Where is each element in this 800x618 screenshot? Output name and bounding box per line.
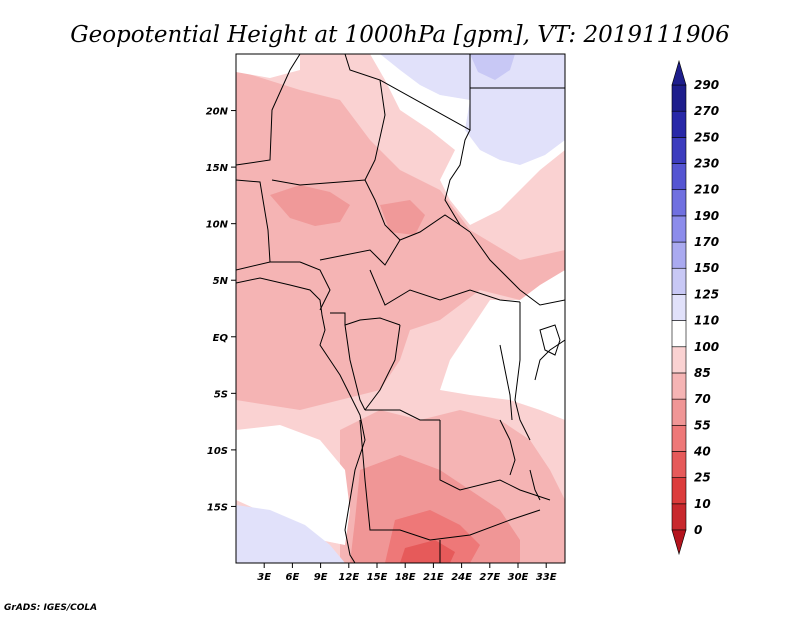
colorbar-label: 150 (694, 261, 719, 275)
colorbar-segment (671, 398, 687, 426)
colorbar-label: 125 (694, 287, 719, 301)
colorbar-label: 290 (694, 78, 719, 92)
credit-label: GrADS: IGES/COLA (4, 603, 98, 613)
chart-title: Geopotential Height at 1000hPa [gpm], VT… (70, 22, 730, 48)
colorbar-label: 170 (694, 235, 719, 249)
lon-tick-label: 12E (338, 572, 359, 583)
colorbar-segment (671, 110, 687, 138)
field-150-170-north (470, 54, 515, 80)
coastlines (236, 277, 561, 563)
lat-tick-label: 10S (207, 446, 228, 457)
colorbar-label: 25 (694, 471, 711, 485)
colorbar-label: 0 (694, 523, 702, 537)
lat-tick-label: 10N (206, 220, 229, 231)
colorbar-segment (671, 267, 687, 295)
colorbar-segment (671, 424, 687, 452)
field-125-150-north (380, 54, 565, 165)
field-125-150-southwest (236, 505, 345, 563)
lon-tick-label: 15E (367, 572, 388, 583)
field-70-85-sahel-east (380, 200, 425, 235)
lat-tick-label: 20N (206, 107, 229, 118)
colorbar-label: 70 (694, 392, 711, 406)
lon-tick-label: 9E (314, 572, 328, 583)
field-110-125-southwest (236, 425, 350, 545)
lon-tick-label: 24E (451, 572, 472, 583)
colorbar-label: 230 (694, 157, 719, 171)
colorbar-segment (671, 503, 687, 531)
colorbar-segment (671, 163, 687, 191)
colorbar-segment (671, 451, 687, 478)
field-40-55-south (400, 540, 455, 563)
lon-tick-label: 3E (257, 572, 271, 583)
field-70-85-sahel (270, 185, 350, 226)
colorbar-label: 100 (694, 340, 719, 354)
colorbar-label: 210 (694, 183, 719, 197)
lat-tick-label: 5N (213, 276, 229, 287)
colorbar-segment (671, 477, 687, 505)
lon-tick-label: 21E (423, 572, 444, 583)
colorbar-label: 40 (693, 444, 711, 458)
colorbar-segment (671, 320, 687, 348)
lon-tick-label: 27E (479, 572, 500, 583)
field-110-125-east (440, 270, 565, 420)
colorbar-bottom-arrow (671, 529, 687, 556)
country-borders (236, 54, 565, 563)
lon-tick-label: 6E (286, 572, 300, 583)
colorbar-segment (671, 372, 687, 400)
colorbar-segment (671, 294, 687, 321)
colorbar-label: 10 (694, 497, 711, 511)
colorbar-segment (671, 241, 687, 269)
colorbar-top-arrow (671, 59, 687, 86)
colorbar-segment (671, 346, 687, 374)
lat-tick-label: EQ (213, 333, 229, 344)
colorbar-label: 110 (694, 314, 719, 328)
colorbar-segment (671, 84, 687, 112)
colorbar-segment (671, 137, 687, 164)
colorbar-label: 250 (694, 130, 719, 144)
longitude-ticks: 3E 6E 9E 12E 15E 18E 21E 24E 27E 30E 33E (257, 563, 557, 583)
colorbar-label: 270 (694, 104, 719, 118)
colorbar-segment (671, 215, 687, 243)
map-frame (235, 53, 566, 564)
lon-tick-label: 18E (395, 572, 416, 583)
map-area (236, 54, 565, 563)
colorbar: 0 10 25 40 55 70 85 100 110 125 150 170 190 210 230 250… (671, 59, 719, 556)
lon-tick-label: 33E (536, 572, 557, 583)
colorbar-label: 55 (694, 418, 711, 432)
lon-tick-label: 30E (508, 572, 529, 583)
colorbar-segment (671, 189, 687, 217)
latitude-ticks: 20N 15N 10N 5N EQ 5S 10S 15S (206, 107, 236, 513)
colorbar-label: 190 (694, 209, 719, 223)
lat-tick-label: 15S (207, 502, 228, 513)
lat-tick-label: 5S (214, 389, 228, 400)
lat-tick-label: 15N (206, 163, 229, 174)
colorbar-label: 85 (694, 366, 711, 380)
